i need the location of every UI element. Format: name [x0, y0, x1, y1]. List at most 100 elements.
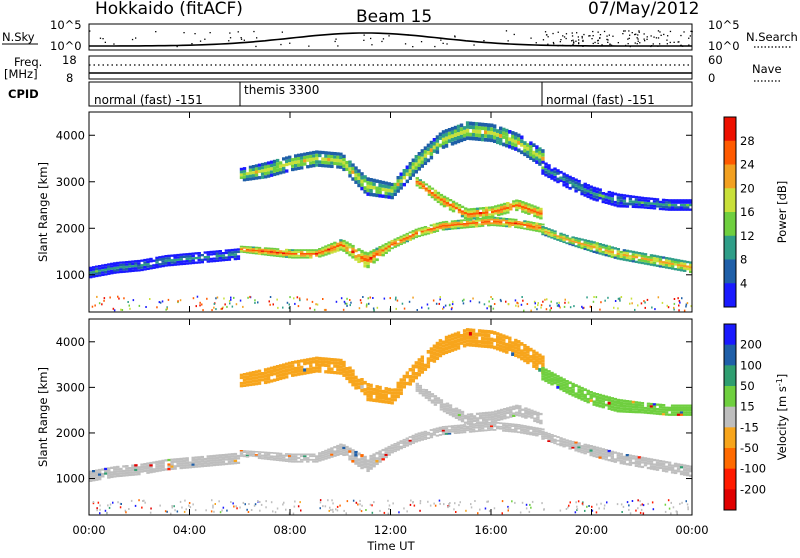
heatmap-cell-band-2 — [372, 185, 376, 190]
heatmap-cell-band-5 — [628, 202, 633, 206]
heatmap-cell-band-1 — [517, 427, 521, 430]
heatmap-cell-band-2 — [263, 380, 268, 385]
heatmap-speckle — [515, 304, 517, 307]
heatmap-cell-band-2 — [294, 157, 298, 161]
heatmap-cell-band-5 — [622, 196, 627, 200]
colorbar-swatch — [724, 164, 736, 189]
heatmap-speckle — [359, 499, 361, 502]
heatmap-cell-band-4 — [589, 240, 593, 243]
heatmap-speckle — [589, 305, 592, 308]
heatmap-cell-band-5 — [643, 206, 648, 209]
heatmap-cell-band-0 — [113, 269, 117, 272]
heatmap-cell-band-4 — [583, 241, 587, 244]
heatmap-cell-band-3 — [466, 413, 471, 416]
heatmap-cell-band-1 — [239, 455, 244, 457]
heatmap-cell-band-0 — [131, 267, 135, 270]
heatmap-cell-band-2 — [441, 145, 446, 149]
heatmap-cell-band-3 — [442, 202, 447, 206]
heatmap-cell-band-5 — [637, 203, 642, 206]
heatmap-cell-band-1 — [490, 428, 494, 431]
heatmap-cell-band-2 — [248, 371, 253, 375]
heatmap-cell-band-0 — [212, 463, 217, 467]
heatmap-cell-band-2 — [369, 383, 373, 388]
heatmap-cell-band-5 — [601, 402, 606, 406]
nsearch-dot — [440, 39, 442, 41]
heatmap-cell-band-2 — [315, 369, 319, 373]
heatmap-cell-band-2 — [438, 346, 443, 350]
heatmap-cell-band-1 — [411, 442, 416, 444]
heatmap-cell-band-3 — [445, 199, 450, 203]
heatmap-cell-band-0 — [197, 465, 201, 468]
heatmap-cell-band-1 — [384, 453, 388, 456]
heatmap-cell-band-1 — [526, 226, 530, 229]
heatmap-speckle — [534, 306, 536, 309]
heatmap-cell-band-1 — [474, 220, 479, 222]
heatmap-cell-band-3 — [521, 208, 525, 211]
nsearch-dot — [644, 40, 646, 42]
heatmap-cell-band-4 — [541, 227, 545, 230]
heatmap-cell-band-1 — [399, 243, 403, 246]
heatmap-cell-band-0 — [206, 251, 211, 254]
heatmap-cell-band-1 — [414, 440, 419, 443]
heatmap-cell-band-2 — [462, 137, 467, 142]
heatmap-cell-band-4 — [613, 460, 618, 463]
heatmap-cell-band-5 — [661, 203, 666, 206]
heatmap-cell-band-2 — [408, 368, 413, 372]
heatmap-cell-band-4 — [562, 438, 566, 441]
heatmap-cell-band-0 — [224, 249, 229, 252]
heatmap-cell-band-2 — [411, 169, 416, 174]
heatmap-cell-band-5 — [661, 201, 666, 204]
nsearch-dot — [572, 39, 574, 41]
nave-tick-bottom: 0 — [708, 71, 715, 85]
heatmap-speckle — [416, 309, 418, 311]
heatmap-cell-band-2 — [477, 126, 482, 130]
heatmap-speckle — [439, 298, 441, 301]
heatmap-cell-band-1 — [242, 454, 247, 456]
heatmap-cell-band-2 — [541, 152, 545, 157]
heatmap-cell-band-1 — [345, 251, 349, 255]
heatmap-cell-band-5 — [625, 402, 630, 406]
heatmap-cell-band-2 — [529, 358, 533, 363]
heatmap-cell-band-2 — [266, 377, 271, 381]
heatmap-cell-band-4 — [631, 457, 636, 460]
heatmap-cell-band-4 — [559, 234, 563, 237]
heatmap-cell-band-5 — [565, 174, 569, 177]
heatmap-cell-band-5 — [686, 409, 690, 412]
heatmap-cell-band-1 — [408, 235, 413, 238]
heatmap-cell-band-4 — [679, 466, 684, 469]
heatmap-speckle — [543, 508, 545, 511]
freq-tick-bottom: 8 — [66, 71, 73, 85]
heatmap-cell-band-5 — [658, 412, 663, 416]
heatmap-cell-band-4 — [562, 440, 566, 443]
heatmap-cell-band-0 — [95, 476, 99, 479]
heatmap-speckle — [346, 304, 348, 307]
heatmap-speckle — [505, 300, 507, 303]
heatmap-cell-band-0 — [224, 251, 229, 255]
heatmap-cell-band-5 — [601, 194, 606, 198]
heatmap-speckle — [631, 500, 634, 502]
nsearch-dot — [673, 41, 675, 43]
heatmap-cell-band-2 — [360, 186, 364, 191]
heatmap-cell-band-1 — [399, 235, 403, 238]
heatmap-speckle — [678, 300, 681, 302]
heatmap-cell-band-1 — [369, 463, 373, 467]
heatmap-cell-band-4 — [613, 451, 618, 454]
heatmap-cell-band-5 — [683, 404, 687, 407]
heatmap-cell-band-4 — [670, 265, 675, 268]
heatmap-cell-band-0 — [236, 250, 241, 254]
heatmap-cell-band-2 — [399, 381, 403, 385]
heatmap-cell-band-4 — [571, 244, 575, 247]
heatmap-cell-band-5 — [661, 410, 666, 414]
heatmap-cell-band-1 — [324, 455, 328, 458]
heatmap-cell-band-3 — [427, 185, 432, 188]
heatmap-speckle — [127, 301, 129, 303]
heatmap-cell-band-5 — [628, 195, 633, 198]
heatmap-cell-band-1 — [357, 464, 361, 467]
heatmap-cell-band-1 — [254, 455, 259, 458]
heatmap-cell-band-2 — [345, 367, 349, 371]
heatmap-cell-band-2 — [342, 154, 346, 158]
heatmap-cell-band-4 — [646, 258, 651, 261]
heatmap-cell-band-4 — [634, 251, 639, 254]
heatmap-cell-band-1 — [465, 220, 470, 223]
heatmap-cell-band-2 — [420, 370, 425, 374]
